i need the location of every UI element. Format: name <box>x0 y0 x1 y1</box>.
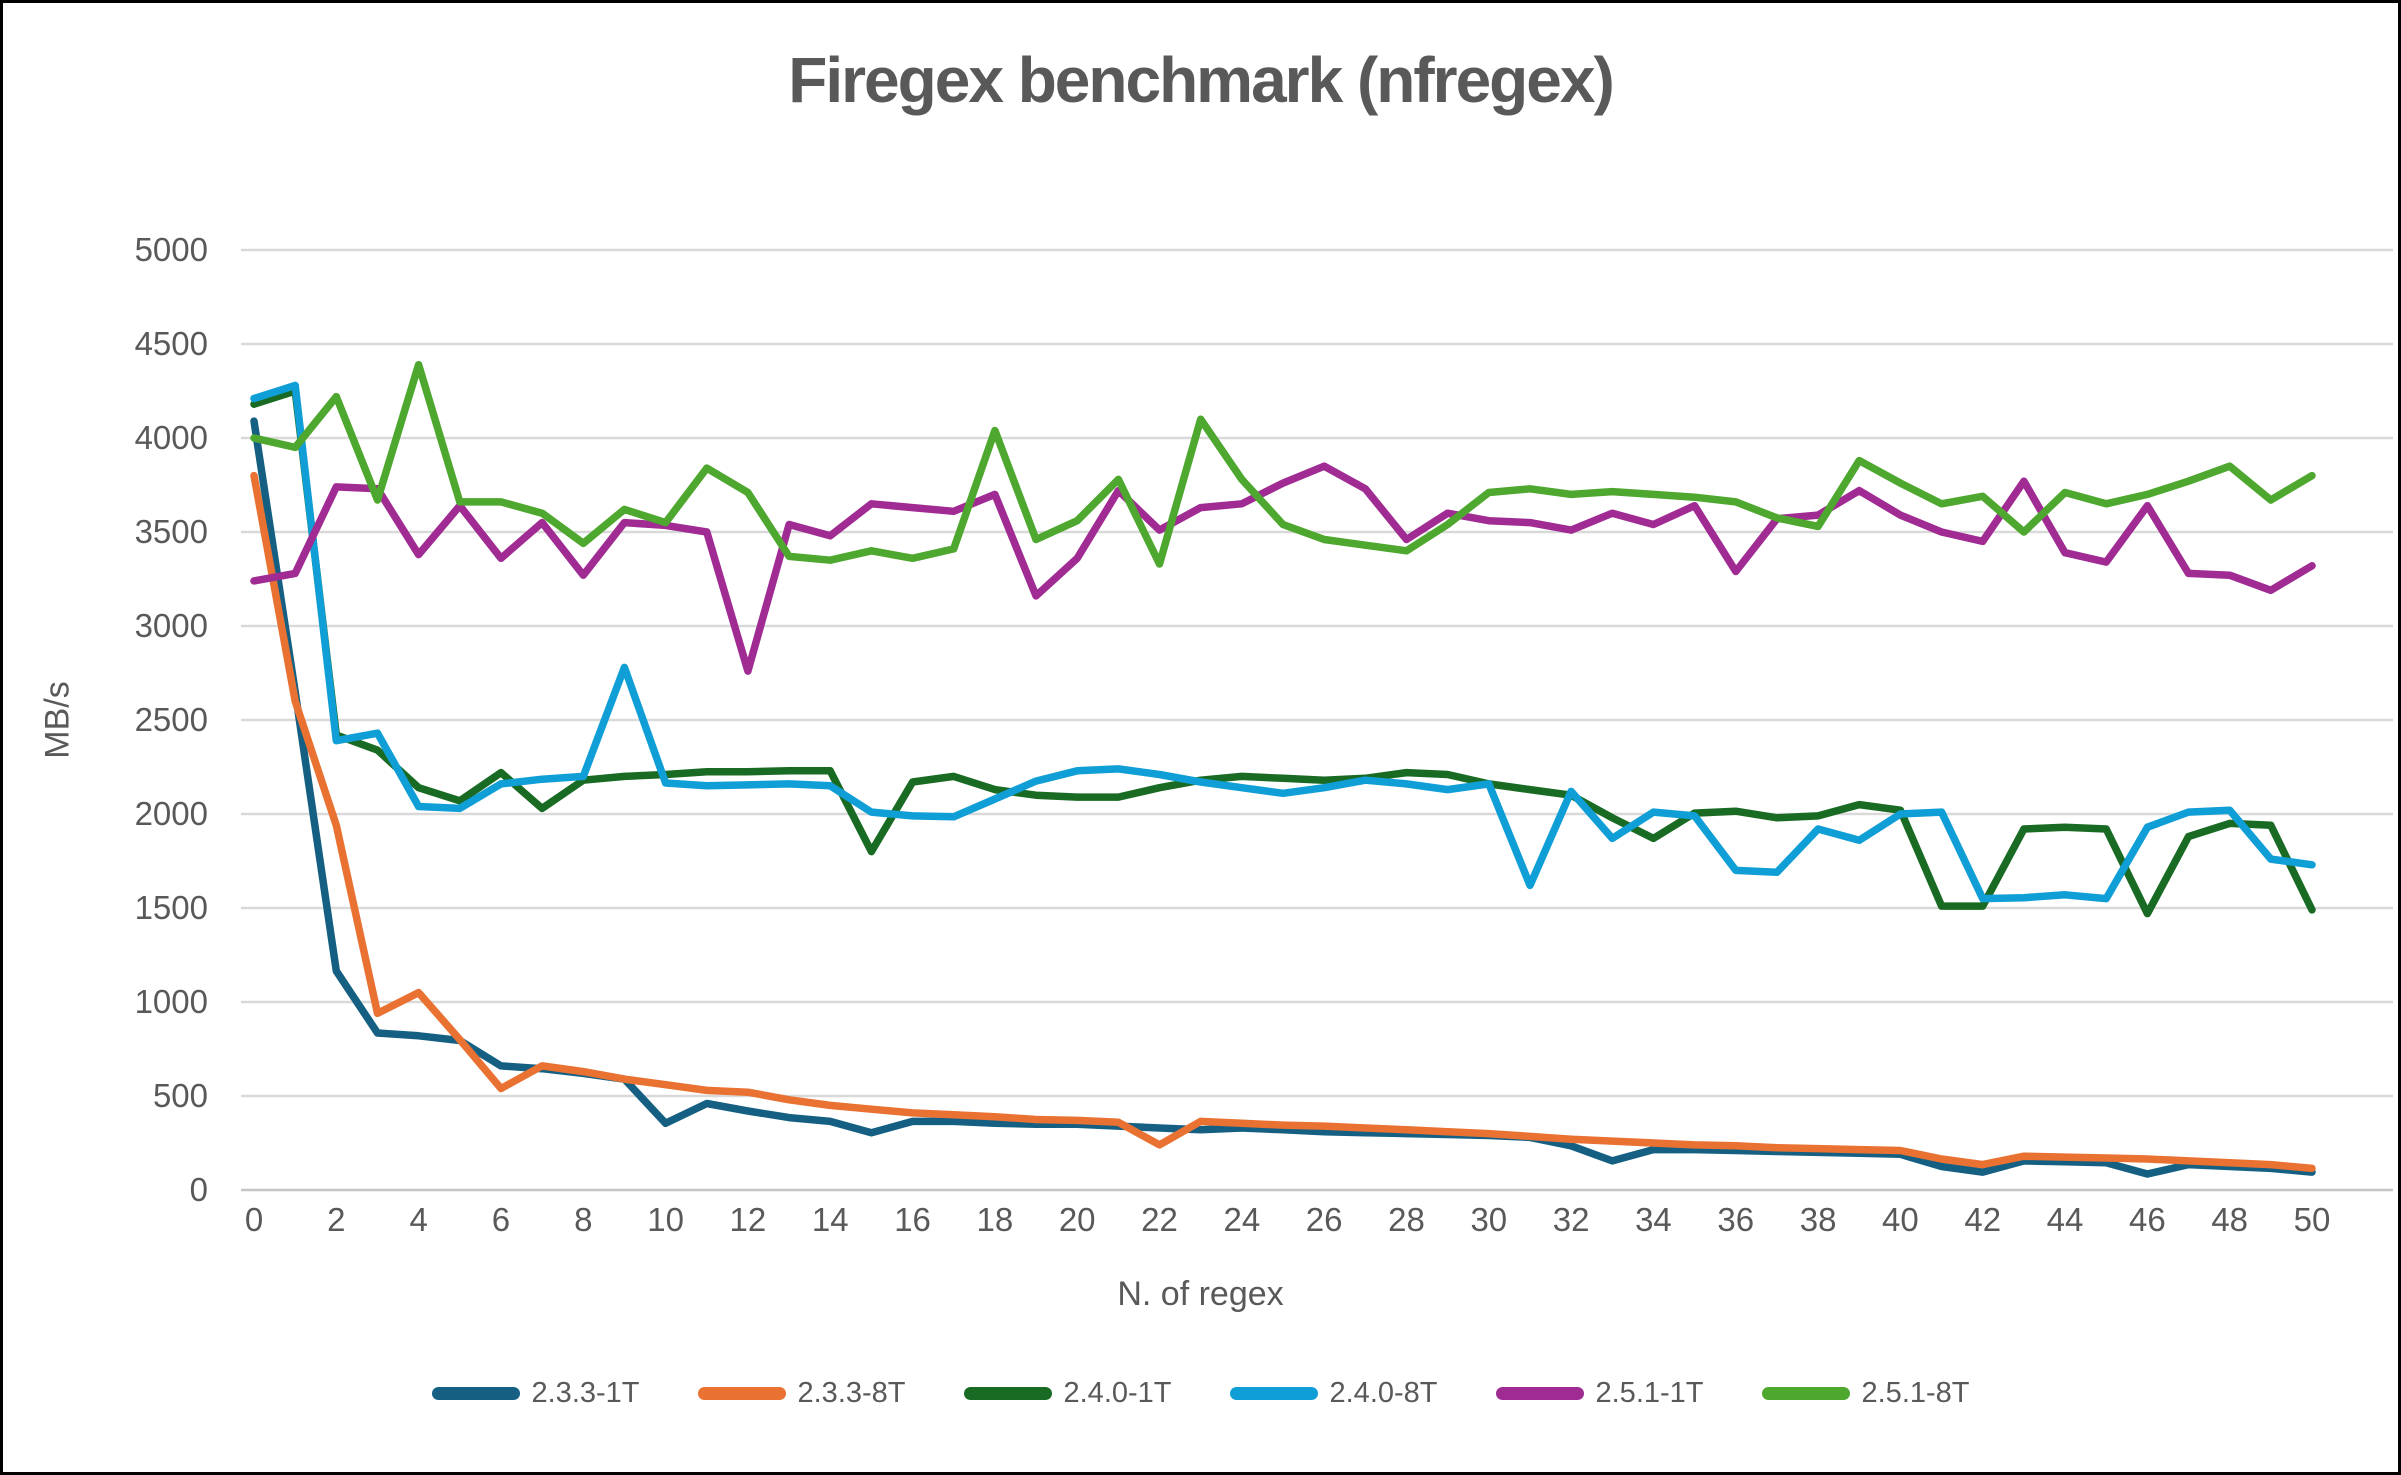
x-axis-title: N. of regex <box>1117 1275 1284 1313</box>
legend-label: 2.3.3-8T <box>797 1377 906 1409</box>
gridlines <box>241 248 2393 1192</box>
legend-item-2.3.3-1T[interactable]: 2.3.3-1T <box>431 1377 640 1410</box>
legend-item-2.3.3-8T[interactable]: 2.3.3-8T <box>697 1377 906 1410</box>
plot-area <box>241 248 2393 1192</box>
y-tick-label-3500: 3500 <box>134 513 208 550</box>
legend-item-2.4.0-1T[interactable]: 2.4.0-1T <box>963 1377 1172 1410</box>
x-tick-label-0: 0 <box>244 1201 264 1238</box>
x-tick-label-46: 46 <box>2129 1201 2166 1238</box>
x-tick-label-34: 34 <box>1635 1201 1672 1238</box>
x-tick-label-42: 42 <box>1964 1201 2002 1238</box>
legend-swatch-icon <box>1761 1387 1850 1400</box>
y-tick-label-4500: 4500 <box>134 325 208 362</box>
legend-label: 2.4.0-1T <box>1063 1377 1172 1409</box>
legend-swatch-icon <box>697 1387 786 1400</box>
x-tick-label-40: 40 <box>1882 1201 1919 1238</box>
y-tick-label-2500: 2500 <box>134 701 208 738</box>
series-line-2.4.0-8T <box>250 381 2316 903</box>
x-tick-label-20: 20 <box>1058 1201 1096 1238</box>
y-tick-label-0: 0 <box>189 1171 208 1208</box>
x-tick-label-24: 24 <box>1223 1201 1261 1238</box>
legend-swatch-icon <box>1495 1387 1584 1400</box>
x-tick-label-36: 36 <box>1717 1201 1755 1238</box>
legend-label: 2.4.0-8T <box>1329 1377 1438 1409</box>
legend-swatch-icon <box>431 1387 520 1400</box>
y-tick-label-1000: 1000 <box>134 983 208 1020</box>
x-tick-label-18: 18 <box>976 1201 1014 1238</box>
legend-label: 2.5.1-8T <box>1861 1377 1970 1409</box>
x-tick-label-44: 44 <box>2046 1201 2084 1238</box>
legend-label: 2.5.1-1T <box>1595 1377 1704 1409</box>
legend-item-2.4.0-8T[interactable]: 2.4.0-8T <box>1229 1377 1438 1410</box>
x-tick-label-16: 16 <box>894 1201 931 1238</box>
series-line-2.5.1-8T <box>250 360 2316 568</box>
y-tick-label-1500: 1500 <box>134 889 208 926</box>
x-tick-label-38: 38 <box>1799 1201 1837 1238</box>
series-line-2.3.3-8T <box>250 471 2316 1173</box>
legend-label: 2.3.3-1T <box>531 1377 640 1409</box>
x-tick-label-4: 4 <box>409 1201 428 1238</box>
x-tick-label-48: 48 <box>2211 1201 2249 1238</box>
x-tick-label-12: 12 <box>729 1201 767 1238</box>
y-tick-label-4000: 4000 <box>134 419 208 456</box>
x-tick-label-32: 32 <box>1552 1201 1590 1238</box>
legend-item-2.5.1-8T[interactable]: 2.5.1-8T <box>1761 1377 1970 1410</box>
x-tick-label-8: 8 <box>574 1201 593 1238</box>
x-tick-label-28: 28 <box>1388 1201 1425 1238</box>
x-tick-label-14: 14 <box>811 1201 849 1238</box>
x-tick-label-10: 10 <box>647 1201 684 1238</box>
y-tick-label-5000: 5000 <box>134 231 208 268</box>
x-tick-label-30: 30 <box>1470 1201 1508 1238</box>
x-tick-label-2: 2 <box>327 1201 346 1238</box>
series-lines <box>250 360 2316 1178</box>
legend-swatch-icon <box>963 1387 1052 1400</box>
y-tick-label-2000: 2000 <box>134 795 208 832</box>
legend-swatch-icon <box>1229 1387 1318 1400</box>
x-tick-label-50: 50 <box>2293 1201 2331 1238</box>
series-line-2.5.1-1T <box>250 462 2316 675</box>
x-tick-label-26: 26 <box>1305 1201 1343 1238</box>
x-tick-label-22: 22 <box>1141 1201 1178 1238</box>
y-tick-label-500: 500 <box>152 1077 208 1114</box>
series-line-2.4.0-1T <box>250 387 2316 918</box>
legend: 2.3.3-1T 2.3.3-8T 2.4.0-1T 2.4.0-8T 2.5.1-1T… <box>3 1377 2398 1410</box>
x-tick-label-6: 6 <box>491 1201 511 1238</box>
chart-title: Firegex benchmark (nfregex) <box>788 44 1615 116</box>
legend-item-2.5.1-1T[interactable]: 2.5.1-1T <box>1495 1377 1704 1410</box>
y-tick-label-3000: 3000 <box>134 607 208 644</box>
